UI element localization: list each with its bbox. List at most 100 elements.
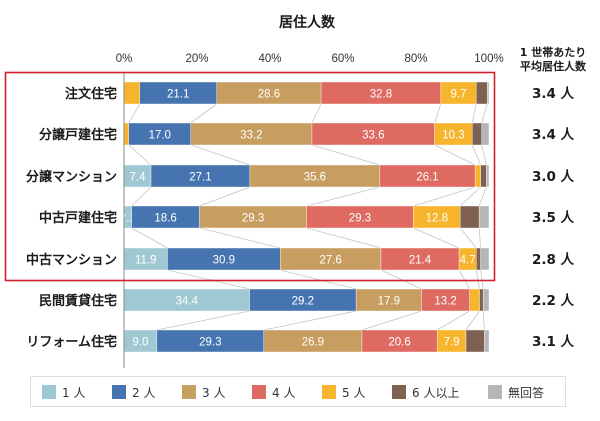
bar-value-label: 33.6 bbox=[362, 130, 384, 142]
bar-segment bbox=[482, 288, 490, 312]
bar-value-label: 17.0 bbox=[149, 130, 171, 142]
bar-segment bbox=[478, 205, 490, 229]
legend-swatch bbox=[392, 385, 406, 399]
connector-line bbox=[481, 103, 488, 124]
connector-line bbox=[199, 227, 281, 249]
average-residents-value: 3.4 人 bbox=[532, 86, 575, 102]
connector-line bbox=[190, 103, 217, 124]
legend-swatch bbox=[42, 385, 56, 399]
legend-label: 3 人 bbox=[202, 386, 225, 400]
chart-title: 居住人数 bbox=[279, 14, 336, 31]
connector-line bbox=[481, 144, 487, 166]
avg-header-line1: 1 世帯あたり bbox=[520, 45, 586, 59]
legend-box bbox=[30, 376, 566, 407]
bar-segment bbox=[474, 164, 481, 188]
bar-value-label: 10.3 bbox=[442, 130, 464, 142]
category-label: 中古マンション bbox=[26, 252, 117, 268]
connector-line bbox=[199, 186, 251, 207]
bar-value-label: 26.1 bbox=[416, 172, 438, 184]
category-label: 分譲マンション bbox=[26, 169, 117, 185]
legend-label: 4 人 bbox=[272, 386, 295, 400]
bar-value-label: 29.3 bbox=[242, 213, 264, 225]
legend-swatch bbox=[322, 385, 336, 399]
connector-line bbox=[434, 144, 476, 166]
bar-segment bbox=[123, 122, 129, 146]
connector-line bbox=[306, 186, 380, 207]
connector-line bbox=[167, 269, 250, 290]
bar-value-label: 21.4 bbox=[409, 255, 432, 267]
bar-segment bbox=[484, 329, 490, 353]
bar-segment bbox=[476, 247, 481, 271]
connector-line bbox=[190, 144, 251, 166]
bar-value-label: 30.9 bbox=[213, 255, 235, 267]
category-label: リフォーム住宅 bbox=[26, 334, 117, 350]
bar-value-label: 20.6 bbox=[388, 337, 410, 349]
bar-value-label: 9.7 bbox=[451, 89, 467, 101]
legend-swatch bbox=[488, 385, 502, 399]
connector-line bbox=[311, 103, 322, 124]
category-label: 民間賃貸住宅 bbox=[39, 293, 117, 309]
connector-line bbox=[380, 269, 422, 290]
bar-segment bbox=[472, 122, 482, 146]
category-label: 注文住宅 bbox=[65, 86, 117, 102]
x-tick-label: 100% bbox=[474, 53, 503, 65]
bar-value-label: 9.0 bbox=[132, 337, 148, 349]
connector-line bbox=[458, 269, 471, 290]
bar-value-label: 21.1 bbox=[167, 89, 189, 101]
bar-segment bbox=[465, 329, 485, 353]
bar-segment bbox=[481, 122, 490, 146]
legend-swatch bbox=[182, 385, 196, 399]
bar-segment bbox=[123, 81, 140, 105]
bar-value-label: 27.1 bbox=[189, 172, 211, 184]
bar-value-label: 17.9 bbox=[378, 296, 400, 308]
bar-value-label: 29.2 bbox=[292, 296, 314, 308]
connector-line bbox=[280, 269, 357, 290]
connector-line bbox=[131, 227, 168, 249]
bar-segment bbox=[469, 288, 480, 312]
connector-line bbox=[465, 310, 480, 331]
connector-line bbox=[311, 144, 380, 166]
connector-line bbox=[436, 310, 470, 331]
bar-segment bbox=[486, 81, 490, 105]
bar-segment bbox=[480, 164, 487, 188]
bar-value-label: 29.3 bbox=[349, 213, 371, 225]
x-tick-label: 20% bbox=[185, 53, 208, 65]
bar-value-label: 4.7 bbox=[460, 255, 476, 267]
legend-label: 5 人 bbox=[342, 386, 365, 400]
connector-line bbox=[263, 310, 357, 331]
connector-line bbox=[306, 227, 382, 249]
connector-line bbox=[413, 186, 476, 207]
x-tick-label: 0% bbox=[116, 53, 133, 65]
category-label: 中古戸建住宅 bbox=[39, 210, 117, 226]
bar-value-label: 29.3 bbox=[199, 337, 221, 349]
connector-line bbox=[478, 186, 487, 207]
connector-line bbox=[471, 144, 481, 166]
connector-line bbox=[128, 144, 152, 166]
category-label: 分譲戸建住宅 bbox=[39, 127, 117, 143]
bar-value-label: 27.6 bbox=[319, 255, 341, 267]
bar-value-label: 7.9 bbox=[444, 337, 460, 349]
bar-value-label: 32.8 bbox=[370, 89, 392, 101]
legend-label: 1 人 bbox=[62, 386, 85, 400]
bar-segment bbox=[480, 247, 490, 271]
connector-line bbox=[459, 227, 477, 249]
connector-line bbox=[434, 103, 442, 124]
average-residents-value: 3.4 人 bbox=[532, 127, 575, 143]
average-residents-value: 2.2 人 bbox=[532, 293, 575, 309]
highlight-box bbox=[4, 71, 496, 282]
x-tick-label: 40% bbox=[258, 53, 281, 65]
bar-value-label: 7.4 bbox=[130, 172, 147, 184]
legend-swatch bbox=[112, 385, 126, 399]
bar-value-label: 33.2 bbox=[240, 130, 262, 142]
average-residents-value: 3.5 人 bbox=[532, 210, 575, 226]
connector-line bbox=[480, 269, 484, 290]
bar-segment bbox=[486, 164, 490, 188]
bar-value-label: 35.6 bbox=[304, 172, 326, 184]
connector-line bbox=[413, 227, 460, 249]
bar-value-label: 34.4 bbox=[176, 296, 199, 308]
legend-label: 無回答 bbox=[508, 385, 544, 400]
bar-value-label: 28.6 bbox=[258, 89, 280, 101]
bar-value-label: 18.6 bbox=[154, 213, 176, 225]
connector-line bbox=[482, 310, 485, 331]
